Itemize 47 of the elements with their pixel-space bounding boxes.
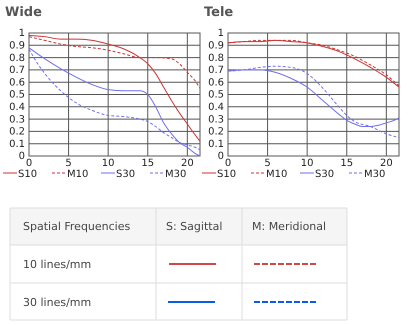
text: S: Sagittal <box>166 220 222 233</box>
y-tick-label: 0.3 <box>9 114 25 126</box>
text: 10 lines/mm <box>23 258 92 271</box>
x-tick-label: 5 <box>264 158 271 170</box>
text: M: Meridional <box>252 220 326 233</box>
x-tick-label: 10 <box>300 158 314 170</box>
y-tick-label: 0.4 <box>208 102 224 113</box>
x-tick-label: 15 <box>141 158 154 170</box>
y-tick-label: 0.8 <box>208 52 224 64</box>
y-tick-label: 0.5 <box>9 90 25 101</box>
legend-label: M10 <box>266 169 288 180</box>
chart-title: Tele <box>204 5 234 20</box>
legend-label: M30 <box>165 169 186 180</box>
x-tick-label: 10 <box>102 158 115 170</box>
chart-title: Wide <box>5 5 42 20</box>
y-tick-label: 0.6 <box>208 77 224 88</box>
y-tick-label: 0.7 <box>9 65 25 76</box>
y-tick-label: 1 <box>18 28 25 40</box>
y-tick-label: 0.2 <box>208 126 224 138</box>
legend-label: S10 <box>18 169 38 180</box>
legend-label: S30 <box>116 169 136 180</box>
text: 30 lines/mm <box>23 296 92 309</box>
legend-label: S10 <box>217 169 236 180</box>
y-tick-label: 0.9 <box>208 40 224 52</box>
y-tick-label: 0.9 <box>9 40 25 52</box>
legend-label: S30 <box>315 169 334 180</box>
y-tick-label: 0.7 <box>208 65 224 76</box>
y-tick-label: 0.2 <box>9 126 25 138</box>
y-tick-label: 1 <box>218 28 224 40</box>
x-tick-label: 15 <box>340 158 354 170</box>
y-tick-label: 0.5 <box>208 90 224 101</box>
y-tick-label: 0.6 <box>9 77 25 88</box>
y-tick-label: 0.4 <box>9 102 25 113</box>
legend-label: M30 <box>364 169 386 180</box>
y-tick-label: 0 <box>18 151 25 162</box>
x-tick-label: 20 <box>180 158 194 170</box>
x-tick-label: 0 <box>224 158 232 170</box>
text: Spatial Frequencies <box>23 220 131 233</box>
x-tick-label: 0 <box>26 158 32 170</box>
y-tick-label: 0.3 <box>208 114 224 126</box>
x-tick-label: 5 <box>65 158 72 170</box>
legend-label: M10 <box>67 169 88 180</box>
x-tick-label: 20 <box>380 158 393 170</box>
y-tick-label: 0.1 <box>208 138 224 150</box>
y-tick-label: 0.1 <box>9 138 25 150</box>
y-tick-label: 0.8 <box>9 52 25 64</box>
y-tick-label: 0 <box>218 151 224 162</box>
